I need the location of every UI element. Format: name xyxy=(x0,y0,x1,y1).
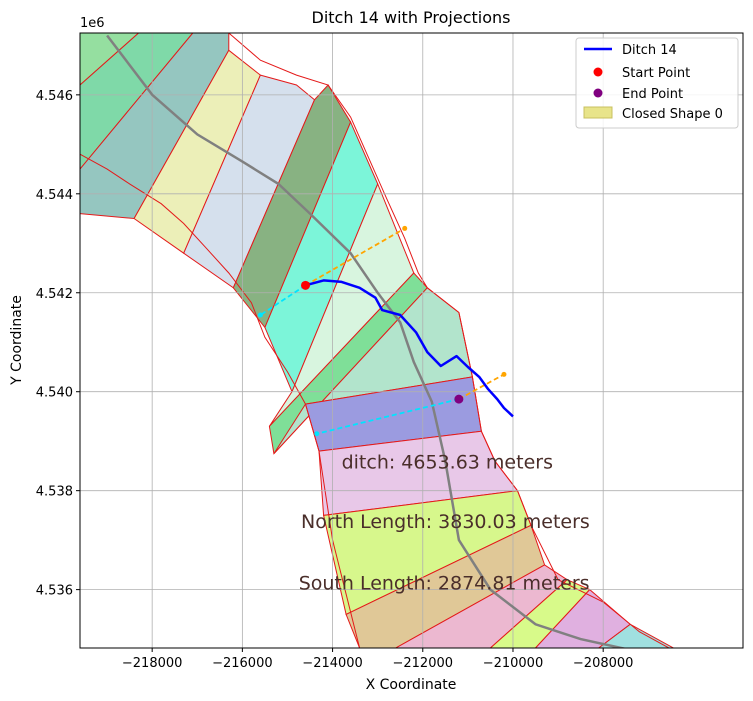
south-projection-end xyxy=(316,398,460,435)
grid-layer xyxy=(80,33,743,648)
x-tick-label: −212000 xyxy=(393,656,454,671)
y-tick-label: 4.544 xyxy=(36,188,73,203)
y-axis-label: Y Coordinate xyxy=(9,295,25,386)
y-offset-label: 1e6 xyxy=(80,16,105,31)
south-projection-start xyxy=(259,284,307,316)
north-projection-start xyxy=(305,227,406,287)
legend: Ditch 14 Start Point End Point Closed Sh… xyxy=(575,37,739,129)
x-tick-label: −210000 xyxy=(483,656,544,671)
annotation-ditch-length: ditch: 4653.63 meters xyxy=(342,451,553,473)
legend-label-shape: Closed Shape 0 xyxy=(622,107,723,122)
south-projection-start-endpoint xyxy=(257,312,263,318)
annotation-north-length: North Length: 3830.03 meters xyxy=(301,511,590,533)
north-projection-start-endpoint xyxy=(402,225,408,231)
chart-title: Ditch 14 with Projections xyxy=(312,8,511,27)
segment-18 xyxy=(679,647,743,648)
y-tick-label: 4.540 xyxy=(36,386,73,401)
centerline xyxy=(106,34,628,648)
ticks-layer: −218000 −216000 −214000 −212000 −210000 −2080… xyxy=(36,89,634,671)
segment-5 xyxy=(232,84,352,329)
north-projection-end xyxy=(458,373,505,400)
ditch-14-line xyxy=(305,279,514,418)
y-tick-label: 4.536 xyxy=(36,584,73,599)
south-projection-end-endpoint xyxy=(314,431,320,437)
legend-label-ditch: Ditch 14 xyxy=(622,43,677,58)
legend-frame xyxy=(575,37,739,129)
start-point xyxy=(301,280,311,290)
y-tick-label: 4.542 xyxy=(36,287,73,302)
lines-layer xyxy=(106,34,628,648)
legend-label-end: End Point xyxy=(622,87,683,102)
legend-swatch-start xyxy=(593,67,603,77)
segment-4 xyxy=(183,74,316,289)
north-projection-end-endpoint xyxy=(501,371,507,377)
y-tick-label: 4.538 xyxy=(36,485,73,500)
legend-label-start: Start Point xyxy=(622,66,690,81)
segment-17 xyxy=(597,623,685,648)
legend-swatch-end xyxy=(593,88,603,98)
x-tick-label: −214000 xyxy=(302,656,363,671)
plot-frame xyxy=(79,32,744,649)
legend-swatch-shape xyxy=(583,106,613,119)
annotation-south-length: South Length: 2874.81 meters xyxy=(299,573,590,595)
y-tick-label: 4.546 xyxy=(36,89,73,104)
x-tick-label: −218000 xyxy=(122,656,183,671)
closed-shape-outline xyxy=(80,33,743,648)
x-axis-label: X Coordinate xyxy=(366,677,457,693)
x-tick-label: −216000 xyxy=(212,656,273,671)
x-tick-label: −208000 xyxy=(573,656,634,671)
end-point xyxy=(454,394,464,404)
